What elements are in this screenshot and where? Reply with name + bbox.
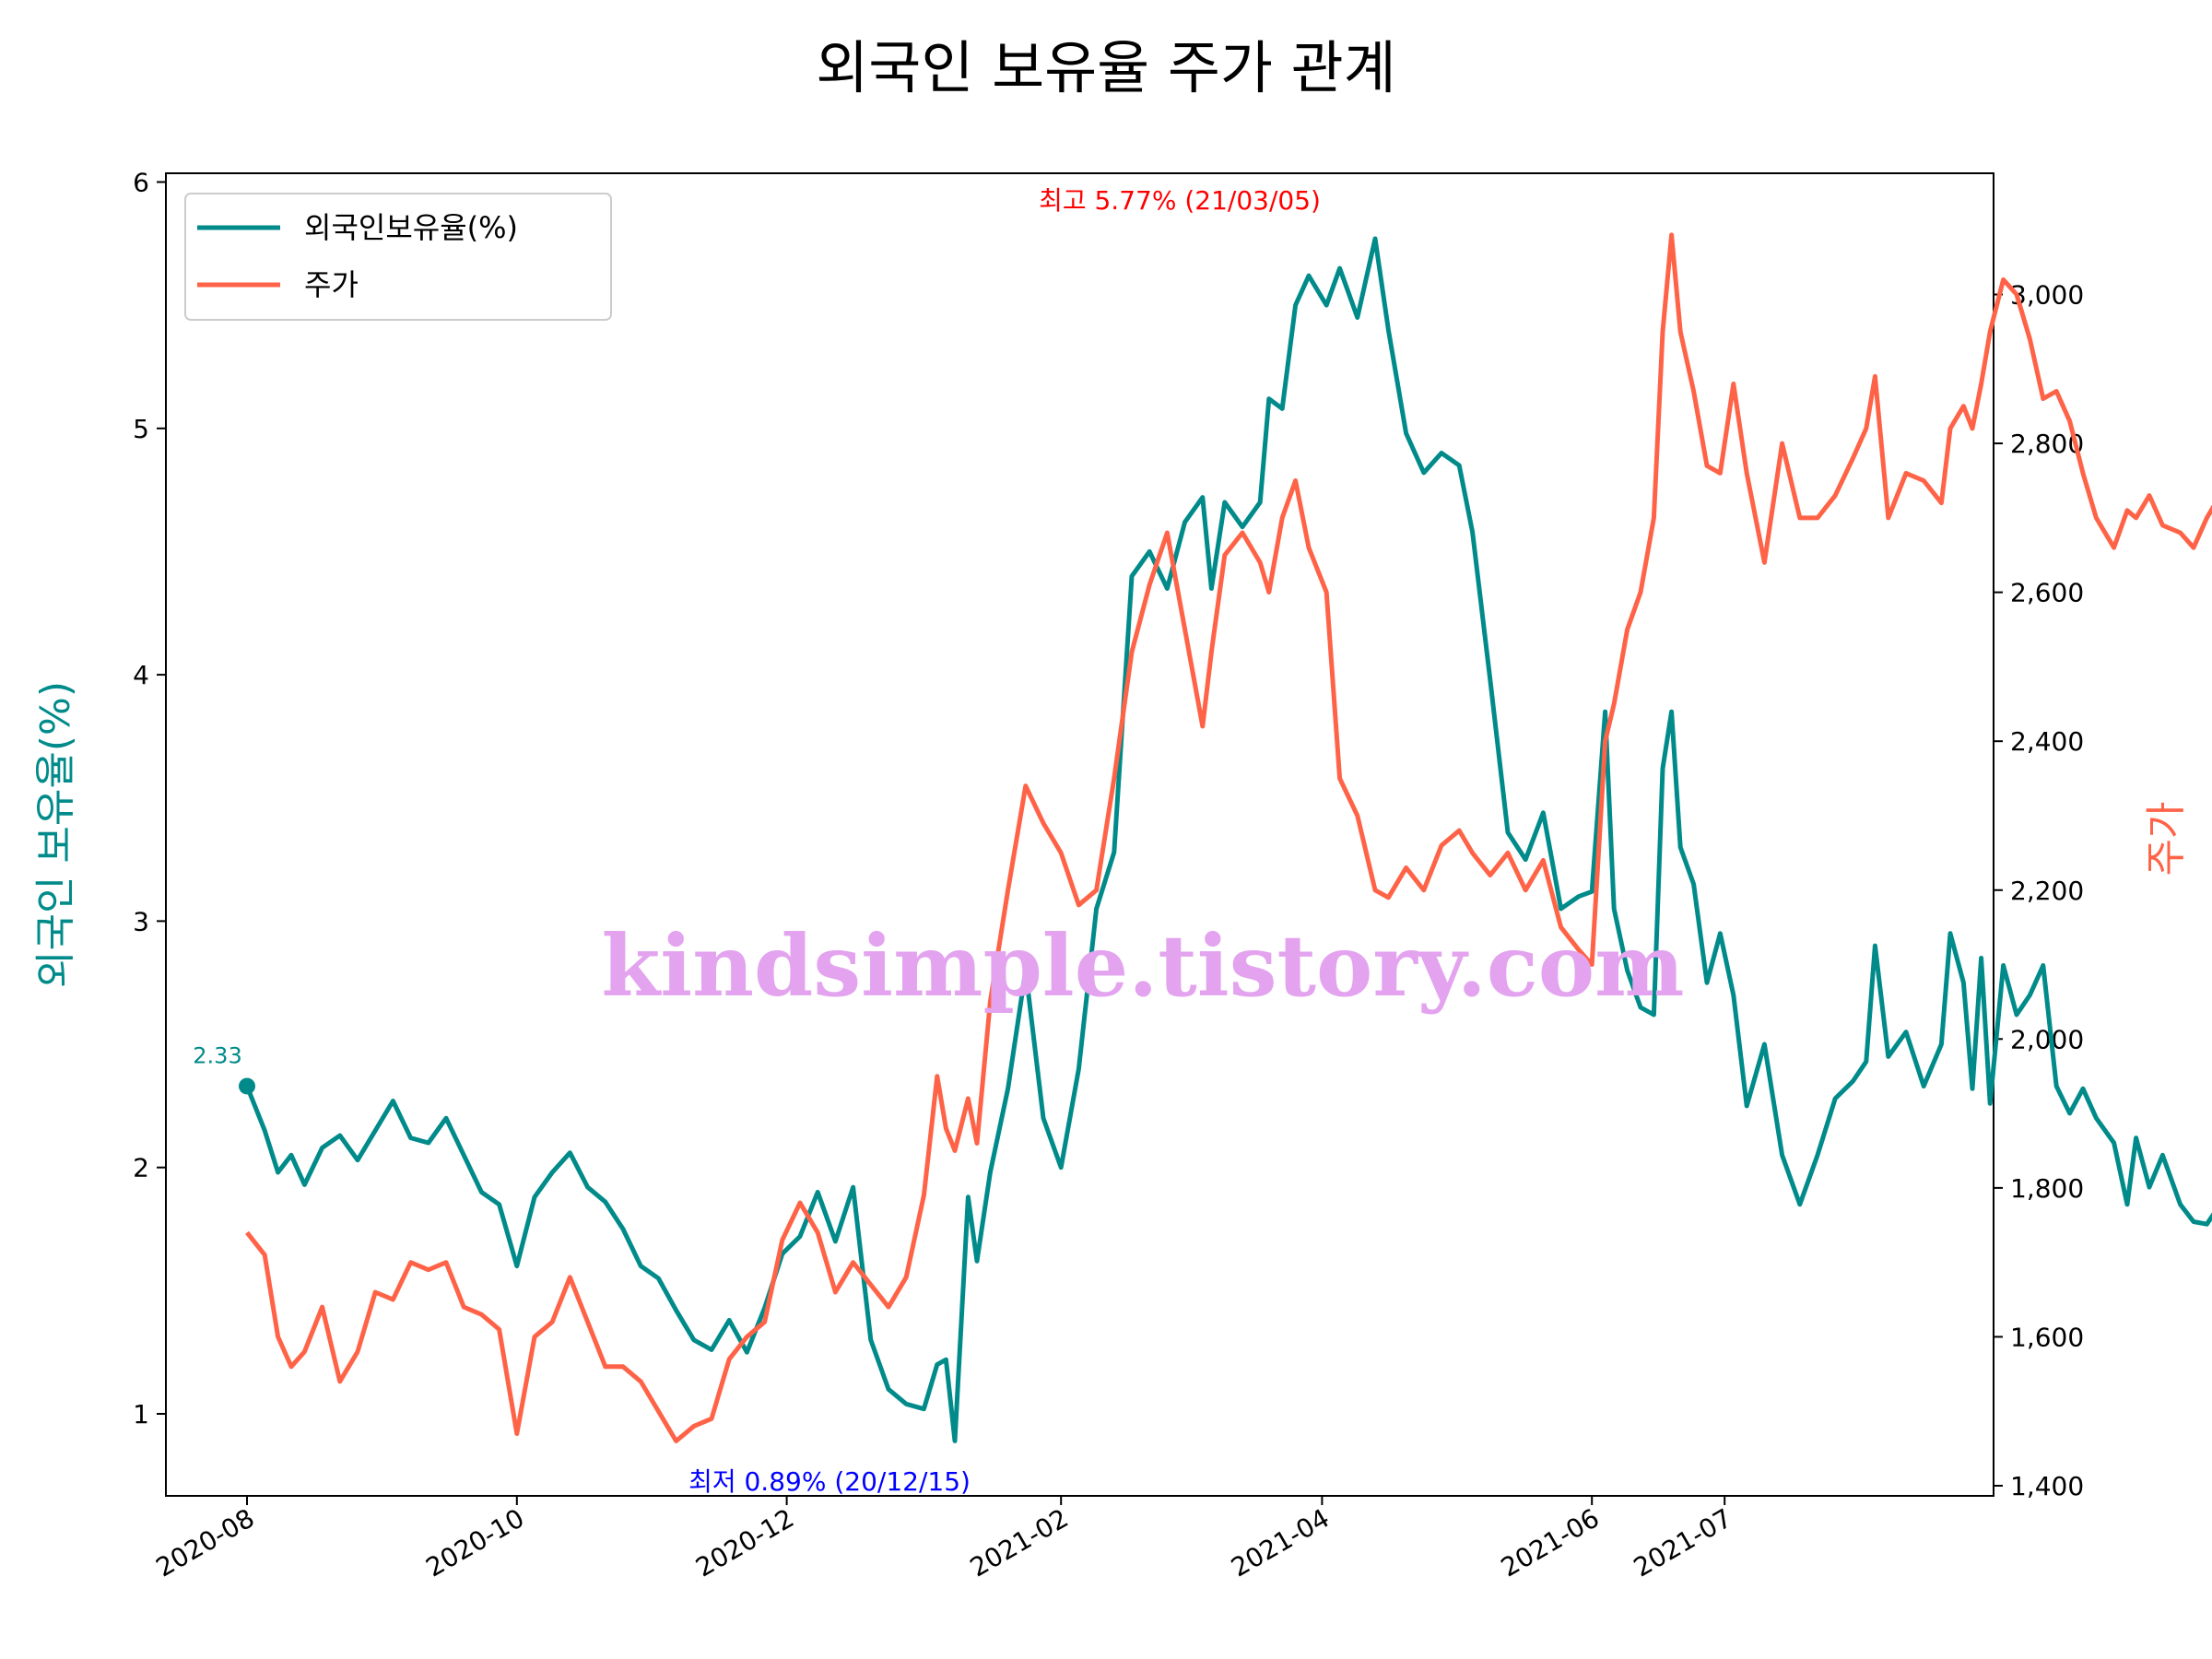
series-line-stock-price	[245, 232, 2212, 1443]
y-right-tick-label: 2,400	[2010, 726, 2084, 757]
y-left-tick-label: 3	[133, 906, 149, 936]
legend: 외국인보유율(%) 주가	[184, 193, 612, 321]
x-tick-label: 2021-04	[1226, 1502, 1335, 1583]
plot-area: 2020-08 2020-10 2020-12 2021-02 2021-04 2021-…	[32, 168, 2212, 1583]
y-right-axis-title: 주가	[2143, 802, 2190, 877]
x-tick-label: 2020-10	[420, 1502, 529, 1583]
y-left-tick-label: 2	[133, 1153, 149, 1183]
start-point-marker	[239, 1077, 255, 1095]
y-right-tick-label: 1,800	[2010, 1173, 2084, 1204]
plot-frame	[165, 172, 1994, 1497]
x-tick-label: 2020-12	[690, 1502, 799, 1583]
x-tick-label: 2021-07	[1629, 1502, 1737, 1583]
y-right-tick-label: 3,000	[2010, 280, 2084, 311]
legend-label: 주가	[304, 267, 359, 302]
legend-box	[184, 193, 612, 321]
y-right-tick-label: 1,400	[2010, 1471, 2084, 1501]
legend-label: 외국인보유율(%)	[304, 210, 518, 245]
series-line-foreign-ownership	[244, 236, 2212, 1443]
chart-title: 외국인 보유율 주가 관계	[816, 34, 1396, 101]
watermark-text: kindsimple.tistory.com	[601, 916, 1684, 1016]
x-tick-label: 2021-06	[1496, 1502, 1605, 1583]
start-value-label: 2.33	[193, 1042, 241, 1068]
y-right-tick-label: 1,600	[2010, 1322, 2084, 1352]
x-tick-label: 2020-08	[151, 1502, 260, 1583]
y-left-axis-title: 외국인 보유율(%)	[32, 681, 79, 988]
y-right-tick-label: 2,600	[2010, 578, 2084, 608]
y-left-tick-label: 5	[133, 414, 149, 444]
max-annotation: 최고 5.77% (21/03/05)	[1039, 185, 1321, 216]
y-left-tick-label: 1	[133, 1399, 149, 1430]
y-right-tick-label: 2,000	[2010, 1024, 2084, 1054]
min-annotation: 최저 0.89% (20/12/15)	[688, 1466, 971, 1497]
y-right-tick-label: 2,200	[2010, 876, 2084, 906]
y-left-tick-label: 4	[133, 660, 149, 690]
x-tick-label: 2021-02	[965, 1502, 1074, 1583]
y-left-tick-label: 6	[133, 168, 149, 198]
